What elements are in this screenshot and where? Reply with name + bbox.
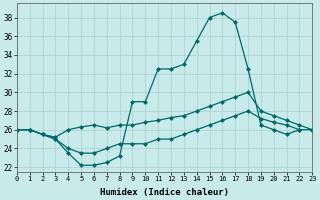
X-axis label: Humidex (Indice chaleur): Humidex (Indice chaleur) bbox=[100, 188, 229, 197]
